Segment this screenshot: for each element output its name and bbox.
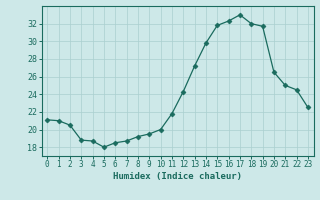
X-axis label: Humidex (Indice chaleur): Humidex (Indice chaleur) bbox=[113, 172, 242, 181]
